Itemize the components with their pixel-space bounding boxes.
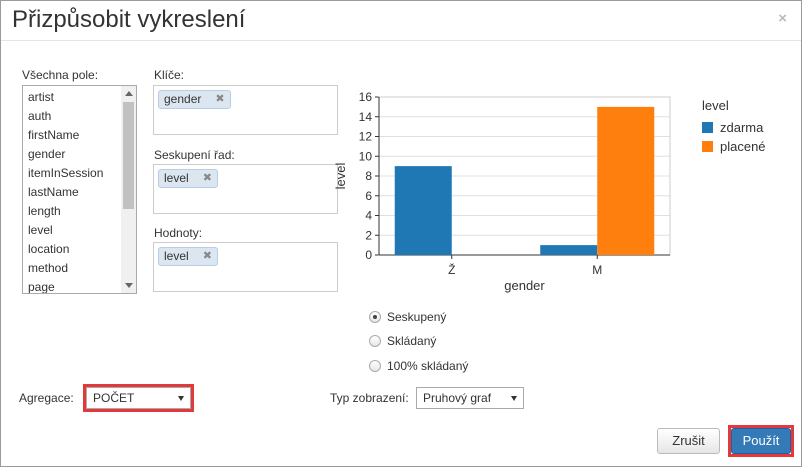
close-icon[interactable]: × [778,10,787,27]
y-tick-label: 8 [365,169,372,183]
display-type-select[interactable]: Pruhový graf [416,387,524,409]
mode-option-stacked[interactable]: Skládaný [369,334,436,348]
apply-highlight [728,425,794,457]
values-chip-label: level [164,249,189,263]
values-chip[interactable]: level ✖ [158,247,218,266]
series-group-chip[interactable]: level ✖ [158,169,218,188]
x-tick-label: Ž [448,262,455,277]
scroll-up-icon[interactable] [125,91,133,96]
remove-icon[interactable]: ✖ [202,250,212,262]
dialog-header: Přizpůsobit vykreslení × [1,1,801,41]
mode-radio-stacked[interactable] [369,335,381,347]
all-fields-list[interactable]: artist auth firstName gender itemInSession la… [22,85,137,294]
field-item[interactable]: lastName [28,185,79,199]
keys-chip-label: gender [164,92,202,106]
apply-button[interactable]: Použít [731,428,791,454]
y-tick-label: 4 [365,209,372,223]
keys-label: Klíče: [154,68,185,82]
series-group-dropzone[interactable]: level ✖ [153,164,338,214]
y-tick-label: 2 [365,228,372,242]
aggregation-value: POČET [93,391,135,405]
cancel-button[interactable]: Zrušit [657,428,720,454]
scrollbar[interactable] [121,86,136,293]
keys-chip[interactable]: gender ✖ [158,90,231,109]
series-group-label: Seskupení řad: [154,148,235,162]
legend-label: zdarma [720,120,764,135]
scrollbar-thumb[interactable] [123,102,134,209]
field-item[interactable]: length [28,204,61,218]
y-axis-label: level [333,163,348,190]
mode-option-grouped[interactable]: Seskupený [369,310,446,324]
y-tick-label: 0 [365,248,372,262]
remove-icon[interactable]: ✖ [202,172,212,184]
field-item[interactable]: location [28,242,70,256]
aggregation-label: Agregace: [19,391,74,405]
y-tick-label: 12 [359,130,373,144]
mode-label-stacked: Skládaný [387,334,437,348]
field-item[interactable]: itemInSession [28,166,104,180]
legend-swatch [702,141,713,152]
all-fields-label: Všechna pole: [22,68,99,82]
chevron-down-icon [178,396,184,401]
bar-zdarma-M [540,245,598,255]
mode-option-stacked-100[interactable]: 100% skládaný [369,359,468,373]
x-axis-label: gender [504,278,545,293]
remove-icon[interactable]: ✖ [215,93,225,105]
values-label: Hodnoty: [154,226,203,240]
y-tick-label: 16 [359,90,373,104]
field-item[interactable]: auth [28,109,52,123]
field-item[interactable]: level [28,223,53,237]
y-tick-label: 14 [359,110,373,124]
y-tick-label: 6 [365,189,372,203]
chevron-down-icon [511,396,517,401]
display-type-value: Pruhový graf [423,391,492,405]
mode-radio-grouped[interactable] [369,311,381,323]
dialog-title: Přizpůsobit vykreslení [12,6,246,33]
mode-label-stacked-100: 100% skládaný [387,359,469,373]
legend-label: placené [720,139,766,154]
display-type-label: Typ zobrazení: [330,391,409,405]
aggregation-select[interactable]: POČET [83,384,194,412]
field-item[interactable]: artist [28,90,55,104]
legend-swatch [702,122,713,133]
series-group-chip-label: level [164,171,189,185]
bar-placené-M [597,106,655,255]
values-dropzone[interactable]: level ✖ [153,242,338,292]
legend-title: level [702,98,729,113]
mode-label-grouped: Seskupený [387,310,447,324]
y-tick-label: 10 [359,149,373,163]
field-item[interactable]: page [28,280,55,294]
x-tick-label: M [592,263,602,277]
field-item[interactable]: method [28,261,69,275]
scroll-down-icon[interactable] [125,283,133,288]
bar-zdarma-Ž [394,166,452,255]
keys-dropzone[interactable]: gender ✖ [153,85,338,135]
field-item[interactable]: gender [28,147,66,161]
mode-radio-stacked-100[interactable] [369,360,381,372]
field-item[interactable]: firstName [28,128,80,142]
